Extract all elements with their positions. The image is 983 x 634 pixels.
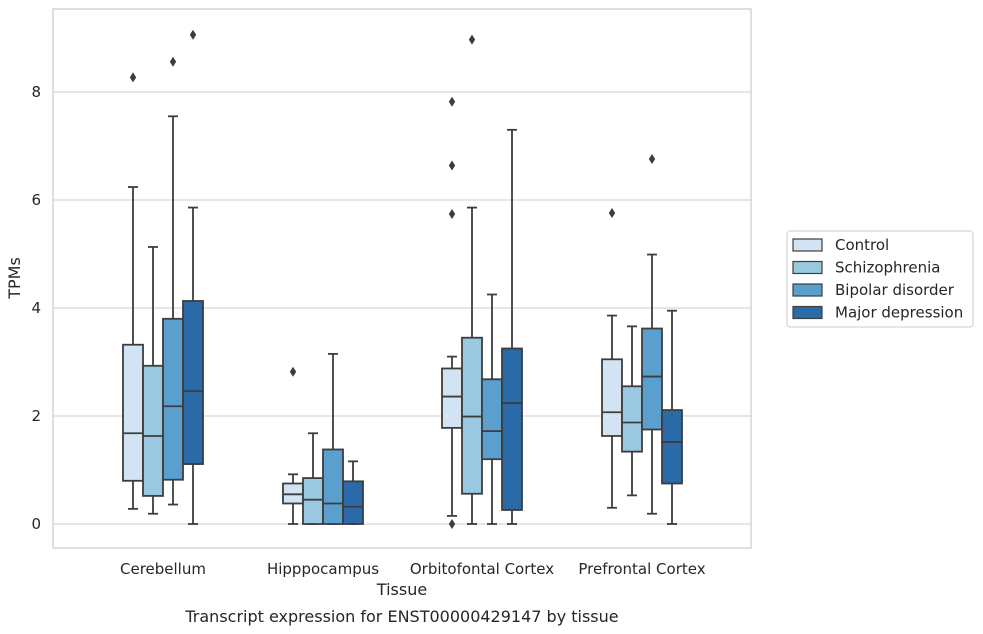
box bbox=[441, 367, 463, 429]
box bbox=[501, 347, 523, 511]
outlier-point bbox=[189, 29, 197, 40]
box-glyph bbox=[641, 153, 663, 515]
legend-swatch bbox=[792, 260, 823, 275]
outlier-point bbox=[468, 34, 476, 45]
series-1 bbox=[142, 34, 643, 525]
y-tick-label: 8 bbox=[31, 83, 41, 101]
y-axis-label: TPMs bbox=[5, 257, 24, 300]
box bbox=[122, 343, 144, 482]
outlier-point bbox=[448, 209, 456, 220]
outlier-point bbox=[169, 56, 177, 67]
y-tick-label: 4 bbox=[31, 299, 41, 317]
legend-frame bbox=[786, 230, 974, 328]
outlier-point bbox=[648, 153, 656, 164]
series-3 bbox=[182, 29, 683, 525]
x-tick-label: Cerebellum bbox=[120, 560, 206, 578]
box-glyph bbox=[282, 366, 304, 525]
box bbox=[182, 300, 204, 465]
series-2 bbox=[162, 56, 663, 525]
x-axis-label: Tissue bbox=[376, 580, 427, 599]
legend-label: Bipolar disorder bbox=[835, 281, 955, 299]
box-glyph bbox=[182, 29, 204, 525]
x-tick-label: Orbitofontal Cortex bbox=[410, 560, 554, 578]
outlier-point bbox=[448, 160, 456, 171]
plot-frame bbox=[52, 8, 752, 549]
x-tick-labels: Cerebellum Hipppocampus Orbitofontal Corte… bbox=[120, 560, 706, 578]
legend-swatch bbox=[792, 305, 823, 320]
outlier-point bbox=[129, 72, 137, 83]
legend-items: Control Schizophrenia Bipolar disorder Majo… bbox=[792, 236, 963, 322]
box-glyph bbox=[481, 293, 503, 525]
box-layer bbox=[122, 29, 683, 529]
legend-label: Control bbox=[835, 236, 889, 254]
box-glyph bbox=[441, 96, 463, 529]
box bbox=[322, 448, 344, 525]
box bbox=[641, 327, 663, 431]
box-glyph bbox=[122, 72, 144, 510]
x-tick-label: Prefrontal Cortex bbox=[578, 560, 705, 578]
box-glyph bbox=[322, 352, 344, 525]
box bbox=[302, 477, 324, 525]
y-tick-label: 6 bbox=[31, 191, 41, 209]
outlier-point bbox=[289, 366, 297, 377]
box bbox=[162, 317, 184, 481]
box bbox=[601, 358, 623, 437]
outlier-point bbox=[608, 207, 616, 218]
box-glyph bbox=[302, 432, 324, 525]
box-glyph bbox=[661, 309, 683, 525]
legend: Control Schizophrenia Bipolar disorder Majo… bbox=[786, 230, 974, 328]
box-glyph bbox=[501, 128, 523, 525]
box bbox=[342, 480, 364, 525]
legend-label: Schizophrenia bbox=[835, 259, 940, 277]
box bbox=[621, 385, 643, 453]
box-glyph bbox=[342, 460, 364, 525]
box-glyph bbox=[461, 34, 483, 525]
box-glyph bbox=[621, 325, 643, 497]
outlier-point bbox=[448, 519, 456, 529]
box-glyph bbox=[162, 56, 184, 506]
box bbox=[481, 378, 503, 461]
y-tick-labels: 0 2 4 6 8 bbox=[31, 83, 41, 533]
x-tick-label: Hipppocampus bbox=[267, 560, 379, 578]
outlier-point bbox=[448, 96, 456, 107]
y-tick-label: 0 bbox=[31, 515, 41, 533]
box bbox=[142, 364, 164, 497]
box-glyph bbox=[142, 246, 164, 515]
box bbox=[661, 409, 683, 485]
y-tick-label: 2 bbox=[31, 407, 41, 425]
box-glyph bbox=[601, 207, 623, 509]
chart-caption: Transcript expression for ENST0000042914… bbox=[184, 607, 618, 626]
legend-swatch bbox=[792, 238, 823, 252]
legend-swatch bbox=[792, 283, 823, 297]
legend-label: Major depression bbox=[835, 304, 963, 322]
